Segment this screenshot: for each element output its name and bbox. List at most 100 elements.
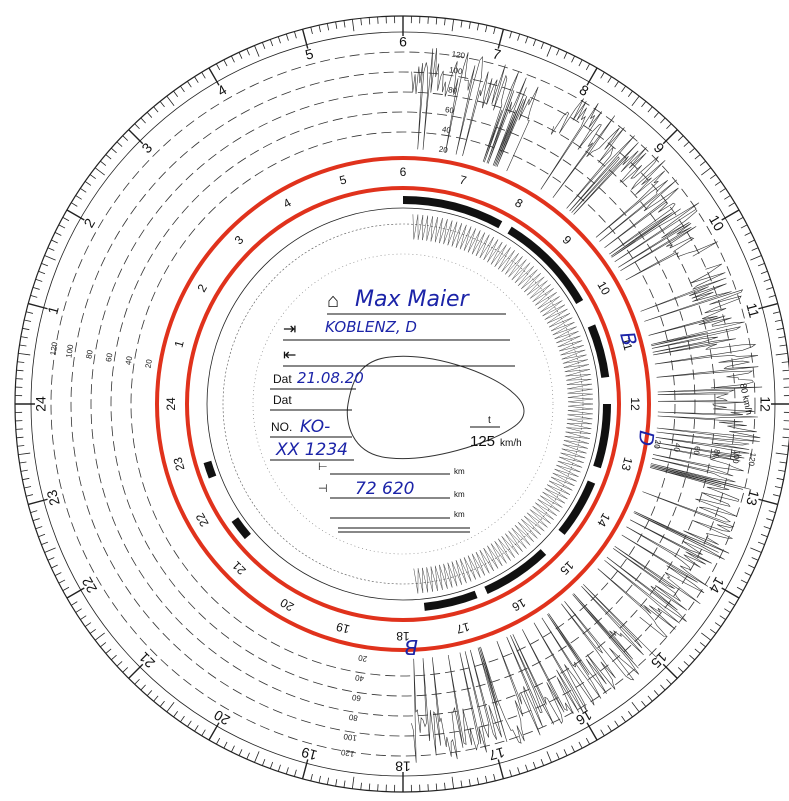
minute-tick <box>563 749 568 756</box>
minute-tick <box>28 498 48 506</box>
minute-tick <box>614 720 619 727</box>
minute-tick <box>22 327 30 331</box>
minute-tick <box>748 564 755 569</box>
inner-hour-label: 10 <box>594 279 613 298</box>
activity-block <box>587 324 610 378</box>
minute-tick <box>694 648 701 654</box>
minute-tick <box>22 477 30 481</box>
inner-hour-label: 15 <box>557 558 577 578</box>
minute-tick <box>146 690 153 696</box>
outer-hour-label: 17 <box>487 744 506 764</box>
minute-tick <box>525 764 529 772</box>
minute-tick <box>71 601 78 606</box>
minute-tick <box>763 526 771 530</box>
minute-tick <box>677 135 684 141</box>
minute-tick <box>751 247 759 251</box>
minute-tick <box>180 715 185 723</box>
minute-tick <box>775 352 788 356</box>
mark-b-right: B <box>615 329 642 348</box>
minute-tick <box>360 782 362 790</box>
minute-tick <box>760 533 768 538</box>
outer-hour-label: 14 <box>706 574 728 596</box>
minute-tick <box>187 81 192 88</box>
speed-scale-label: 60 <box>351 693 362 703</box>
plate-line2: XX 1234 <box>275 440 348 460</box>
minute-tick <box>772 494 780 497</box>
minute-tick <box>451 19 455 32</box>
speed-scale-label: 40 <box>354 673 365 683</box>
minute-tick <box>128 663 144 679</box>
minute-tick <box>277 764 281 772</box>
odometer-end-icon: ⊣ <box>318 483 328 495</box>
minute-tick <box>75 608 82 613</box>
minute-tick <box>627 90 633 97</box>
driver-name: Max Maier <box>355 287 471 312</box>
minute-tick <box>54 232 62 236</box>
minute-tick <box>47 557 55 561</box>
speed-scale-label: 20 <box>652 439 662 450</box>
minute-tick <box>18 352 31 356</box>
outer-hour-label: 7 <box>491 45 503 63</box>
minute-tick <box>100 642 107 648</box>
inner-hour-label: 3 <box>232 233 247 248</box>
minute-tick <box>710 174 717 180</box>
minute-tick <box>724 195 731 200</box>
speed-scale-label: 100 <box>342 732 357 743</box>
minute-tick <box>468 21 471 29</box>
minute-tick <box>38 270 46 275</box>
minute-tick <box>468 779 471 787</box>
minute-tick <box>238 52 243 59</box>
minute-tick <box>546 45 552 57</box>
odometer-start-icon: ⊢ <box>318 461 328 473</box>
minute-tick <box>683 141 690 147</box>
outer-hour-label: 4 <box>214 81 229 99</box>
minute-tick <box>571 745 575 753</box>
minute-tick <box>585 737 590 745</box>
minute-tick <box>17 445 25 447</box>
minute-tick <box>614 81 619 88</box>
minute-tick <box>485 775 488 783</box>
minute-tick <box>26 494 34 497</box>
speed-scale-label: 40 <box>441 125 452 135</box>
speed-ring <box>130 131 676 677</box>
activity-ring-guide <box>206 207 600 601</box>
minute-tick <box>111 147 117 154</box>
minute-tick <box>360 18 362 26</box>
minute-tick <box>216 737 221 745</box>
mark-b-bottom: B <box>404 635 418 659</box>
minute-tick <box>666 678 672 685</box>
minute-tick-ring <box>15 16 789 792</box>
speed-scale-label: 80 <box>711 449 721 460</box>
minute-tick <box>246 48 250 56</box>
tick-ring-inner-edge <box>30 31 776 777</box>
minute-tick <box>173 90 179 97</box>
activity-block <box>231 517 251 540</box>
minute-tick <box>335 779 338 787</box>
minute-tick <box>80 615 87 620</box>
red-highlight-ring-inner <box>185 186 621 622</box>
minute-tick <box>262 758 266 766</box>
minute-tick <box>71 202 78 207</box>
minute-tick <box>194 725 199 732</box>
minute-tick <box>254 751 260 763</box>
outer-hour-label: 23 <box>43 488 63 507</box>
date2-field: Dat <box>270 393 352 411</box>
speed-max-field: t 125 km/h <box>470 415 522 450</box>
minute-tick <box>694 154 701 160</box>
minute-tick <box>662 129 678 145</box>
minute-tick <box>782 436 789 439</box>
minute-tick <box>30 510 38 513</box>
inner-hour-label: 13 <box>618 456 635 473</box>
end-place-field: ⇤ <box>283 347 515 367</box>
minute-tick <box>17 361 25 363</box>
minute-tick <box>748 239 755 244</box>
minute-tick <box>517 33 521 41</box>
minute-tick <box>30 295 38 298</box>
km-unit-2: km <box>454 490 465 499</box>
outer-hour-label: 22 <box>78 574 100 596</box>
speed-scale-label: 120 <box>340 747 355 758</box>
minute-tick <box>532 761 537 769</box>
inner-hour-label: 2 <box>194 281 210 294</box>
speed-scale-label: 40 <box>124 355 134 366</box>
